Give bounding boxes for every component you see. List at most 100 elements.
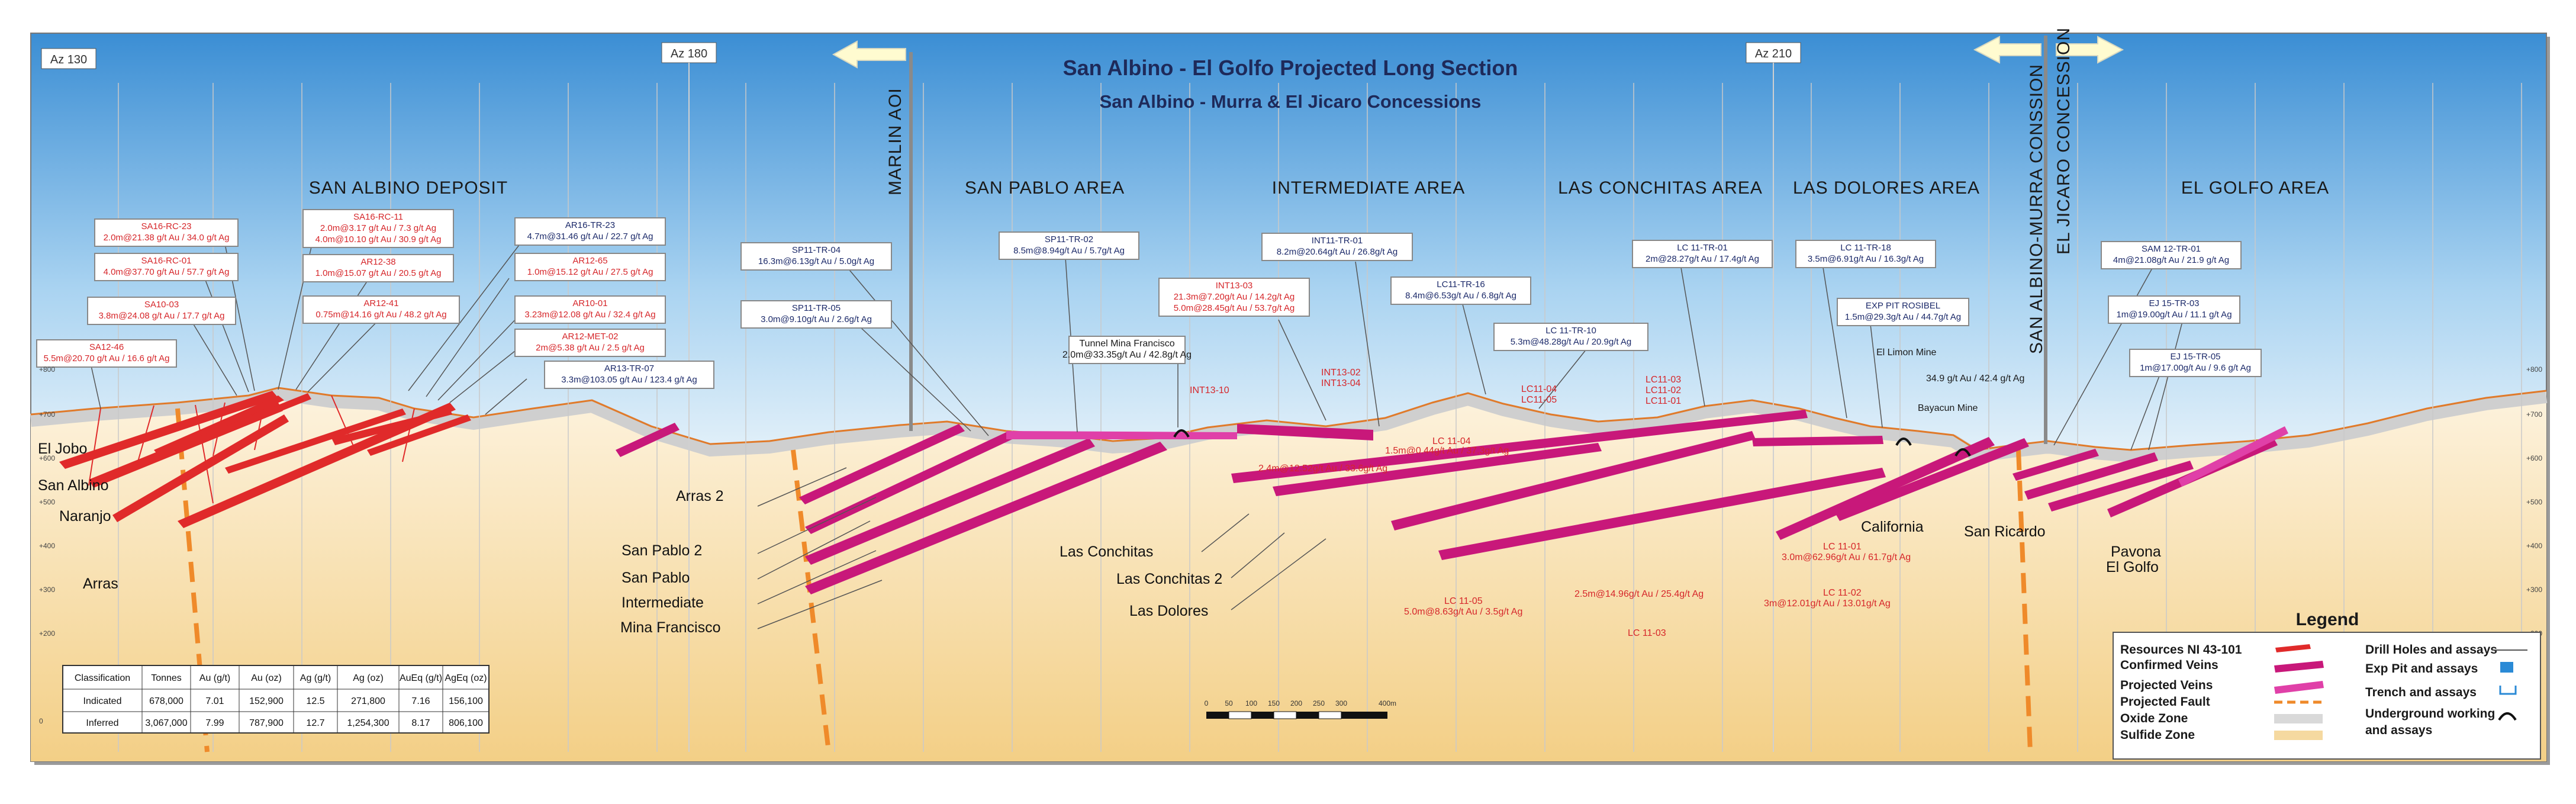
svg-text:AR16-TR-23: AR16-TR-23 <box>565 220 615 230</box>
svg-text:16.3m@6.13g/t Au / 5.0g/t Ag: 16.3m@6.13g/t Au / 5.0g/t Ag <box>758 256 874 266</box>
callout-sa12-46: SA12-46 5.5m@20.70 g/t Au / 16.6 g/t Ag <box>36 339 177 368</box>
vein-label-el-jobo: El Jobo <box>38 440 87 457</box>
resource-veins <box>59 391 471 528</box>
svg-text:3.8m@24.08 g/t Au / 17.7 g/t A: 3.8m@24.08 g/t Au / 17.7 g/t Ag <box>99 311 225 321</box>
svg-text:7.01: 7.01 <box>205 696 224 706</box>
callout-ar16-tr-23: AR16-TR-23 4.7m@31.46 g/t Au / 22.7 g/t … <box>514 217 666 246</box>
azimuth-180: Az 180 <box>661 42 717 752</box>
svg-text:3.5m@6.91g/t Au / 16.3g/t Ag: 3.5m@6.91g/t Au / 16.3g/t Ag <box>1808 254 1924 264</box>
svg-text:2m@28.27g/t Au / 17.4g/t Ag: 2m@28.27g/t Au / 17.4g/t Ag <box>1646 254 1759 264</box>
vein-label-san-ricardo: San Ricardo <box>1964 523 2046 540</box>
svg-text:Resources NI 43-101: Resources NI 43-101 <box>2120 643 2242 657</box>
callout-ar12-41: AR12-41 0.75m@14.16 g/t Au / 48.2 g/t Ag <box>302 295 460 324</box>
svg-text:INT11-TR-01: INT11-TR-01 <box>1312 236 1363 246</box>
label-lc11-02-grade: 3m@12.01g/t Au / 13.01g/t Ag <box>1764 599 1891 609</box>
vein-label-arras-2: Arras 2 <box>676 488 724 504</box>
svg-text:Projected Fault: Projected Fault <box>2120 695 2210 709</box>
svg-text:3.0m@9.10g/t Au / 2.6g/t Ag: 3.0m@9.10g/t Au / 2.6g/t Ag <box>761 314 872 324</box>
label-lc11-02-grade-head: LC 11-02 <box>1823 588 1862 598</box>
label-el-limon-grade: 34.9 g/t Au / 42.4 g/t Ag <box>1926 374 2024 384</box>
svg-text:+600: +600 <box>39 454 55 462</box>
vein-label-las-conchitas: Las Conchitas <box>1060 543 1153 560</box>
svg-text:2.0m@3.17 g/t Au / 7.3 g/t Ag: 2.0m@3.17 g/t Au / 7.3 g/t Ag <box>320 223 436 233</box>
callout-sa10-03: SA10-03 3.8m@24.08 g/t Au / 17.7 g/t Ag <box>87 297 236 325</box>
svg-text:12.7: 12.7 <box>306 718 324 728</box>
legend: Legend Resources NI 43-101 Confirmed Vei… <box>2113 610 2541 760</box>
label-int13-02: INT13-02 <box>1321 368 1361 378</box>
svg-text:+600: +600 <box>2526 454 2542 462</box>
svg-text:Az 210: Az 210 <box>1755 47 1792 60</box>
svg-text:SP11-TR-02: SP11-TR-02 <box>1045 234 1093 245</box>
svg-text:5.0m@28.45g/t Au / 53.7g/t Ag: 5.0m@28.45g/t Au / 53.7g/t Ag <box>1174 303 1295 313</box>
callout-int13-03: INT13-03 21.3m@7.20g/t Au / 14.2g/t Ag 5… <box>1158 278 1310 317</box>
svg-text:Au (g/t): Au (g/t) <box>199 673 230 683</box>
vein-label-california: California <box>1861 519 1924 535</box>
svg-text:Az 180: Az 180 <box>671 47 707 60</box>
underground-working-icon <box>1173 429 1190 438</box>
svg-text:271,800: 271,800 <box>351 696 385 706</box>
svg-text:787,900: 787,900 <box>249 718 284 728</box>
svg-text:+300: +300 <box>2526 586 2542 594</box>
label-lc11-04-grade-head: LC 11-04 <box>1432 436 1471 446</box>
svg-text:3,067,000: 3,067,000 <box>145 718 187 728</box>
elevation-scale-left: +800 +700 +600 +500 +400 +300 +200 0 <box>39 365 55 725</box>
svg-text:1m@19.00g/t Au / 11.1 g/t Ag: 1m@19.00g/t Au / 11.1 g/t Ag <box>2116 310 2232 320</box>
svg-text:Ag (oz): Ag (oz) <box>353 673 384 683</box>
callout-sp11-tr-05: SP11-TR-05 3.0m@9.10g/t Au / 2.6g/t Ag <box>740 300 892 329</box>
vein-label-arras: Arras <box>83 575 118 592</box>
trench-icon <box>2499 686 2517 695</box>
svg-text:1.0m@15.07 g/t Au / 20.5 g/t A: 1.0m@15.07 g/t Au / 20.5 g/t Ag <box>315 268 442 278</box>
callout-exp-pit-rosibel: EXP PIT ROSIBEL 1.5m@29.3g/t Au / 44.7g/… <box>1837 298 1969 326</box>
svg-text:SP11-TR-04: SP11-TR-04 <box>792 245 841 255</box>
svg-text:Drill Holes and assays: Drill Holes and assays <box>2365 643 2497 657</box>
underground-working-icon <box>1954 448 1971 457</box>
label-lc11-04: LC11-04 <box>1521 384 1557 394</box>
label-lc11-02: LC11-02 <box>1646 385 1681 395</box>
label-lc11-03: LC11-03 <box>1646 375 1681 385</box>
svg-text:4.7m@31.46 g/t Au / 22.7 g/t A: 4.7m@31.46 g/t Au / 22.7 g/t Ag <box>527 231 653 242</box>
svg-text:678,000: 678,000 <box>149 696 183 706</box>
svg-text:0: 0 <box>39 717 43 725</box>
svg-text:EJ 15-TR-03: EJ 15-TR-03 <box>2149 298 2199 308</box>
vein-label-naranjo: Naranjo <box>59 508 111 525</box>
callout-tunnel-mina-francisco: Tunnel Mina Francisco 2.0m@33.35g/t Au /… <box>1062 336 1192 364</box>
callout-lc11-tr-16: LC11-TR-16 8.4m@6.53g/t Au / 6.8g/t Ag <box>1390 276 1531 305</box>
svg-text:1m@17.00g/t Au / 9.6 g/t Ag: 1m@17.00g/t Au / 9.6 g/t Ag <box>2140 363 2251 373</box>
label-int13-10: INT13-10 <box>1190 385 1229 395</box>
callout-ar12-65: AR12-65 1.0m@15.12 g/t Au / 27.5 g/t Ag <box>514 253 666 281</box>
svg-text:4.0m@10.10 g/t Au / 30.9 g/t A: 4.0m@10.10 g/t Au / 30.9 g/t Ag <box>315 234 442 245</box>
label-lc11-03-grade: 2.5m@14.96g/t Au / 25.4g/t Ag <box>1574 589 1704 599</box>
callout-int11-tr-01: INT11-TR-01 8.2m@20.64g/t Au / 26.8g/t A… <box>1261 233 1413 261</box>
topography-line <box>30 387 2547 451</box>
callout-sa16-rc-23: SA16-RC-23 2.0m@21.38 g/t Au / 34.0 g/t … <box>94 218 239 247</box>
page-title: San Albino - El Golfo Projected Long Sec… <box>1063 56 1518 80</box>
svg-text:Trench and assays: Trench and assays <box>2365 686 2477 699</box>
svg-text:100: 100 <box>1245 699 1257 707</box>
svg-text:AR13-TR-07: AR13-TR-07 <box>604 364 654 374</box>
svg-text:4m@21.08g/t Au / 21.9 g/t Ag: 4m@21.08g/t Au / 21.9 g/t Ag <box>2113 255 2229 265</box>
label-el-limon-mine: El Limon Mine <box>1876 348 1936 358</box>
callout-ar12-met-02: AR12-MET-02 2m@5.38 g/t Au / 2.5 g/t Ag <box>514 329 666 357</box>
callout-sp11-tr-04: SP11-TR-04 16.3m@6.13g/t Au / 5.0g/t Ag <box>740 242 892 271</box>
callout-ej15-tr-05: EJ 15-TR-05 1m@17.00g/t Au / 9.6 g/t Ag <box>2129 349 2262 377</box>
svg-text:1.0m@15.12 g/t Au / 27.5 g/t A: 1.0m@15.12 g/t Au / 27.5 g/t Ag <box>527 267 653 277</box>
azimuth-130: Az 130 <box>41 48 96 69</box>
callout-ej15-tr-03: EJ 15-TR-03 1m@19.00g/t Au / 11.1 g/t Ag <box>2108 295 2240 324</box>
callout-sam12-tr-01: SAM 12-TR-01 4m@21.08g/t Au / 21.9 g/t A… <box>2101 241 2242 269</box>
svg-text:4.0m@37.70 g/t Au / 57.7 g/t A: 4.0m@37.70 g/t Au / 57.7 g/t Ag <box>104 267 230 277</box>
label-lc11-01-grade: 3.0m@62.96g/t Au / 61.7g/t Ag <box>1782 552 1911 562</box>
page-subtitle: San Albino - Murra & El Jicaro Concessio… <box>1100 91 1482 112</box>
label-lc11-05-grade-head: LC 11-05 <box>1444 596 1483 606</box>
svg-text:+700: +700 <box>39 410 55 419</box>
label-lc11-05: LC11-05 <box>1521 395 1557 405</box>
svg-text:5.3m@48.28g/t Au / 20.9g/t Ag: 5.3m@48.28g/t Au / 20.9g/t Ag <box>1511 337 1632 347</box>
svg-text:Oxide Zone: Oxide Zone <box>2120 712 2188 725</box>
svg-text:SA12-46: SA12-46 <box>89 342 124 352</box>
svg-text:Ag (g/t): Ag (g/t) <box>300 673 331 683</box>
svg-text:150: 150 <box>1268 699 1280 707</box>
svg-text:200: 200 <box>1290 699 1302 707</box>
svg-text:5.5m@20.70 g/t Au / 16.6 g/t A: 5.5m@20.70 g/t Au / 16.6 g/t Ag <box>44 353 170 364</box>
area-el-golfo: EL GOLFO AREA <box>2181 178 2329 198</box>
svg-text:AuEq (g/t): AuEq (g/t) <box>400 673 442 683</box>
